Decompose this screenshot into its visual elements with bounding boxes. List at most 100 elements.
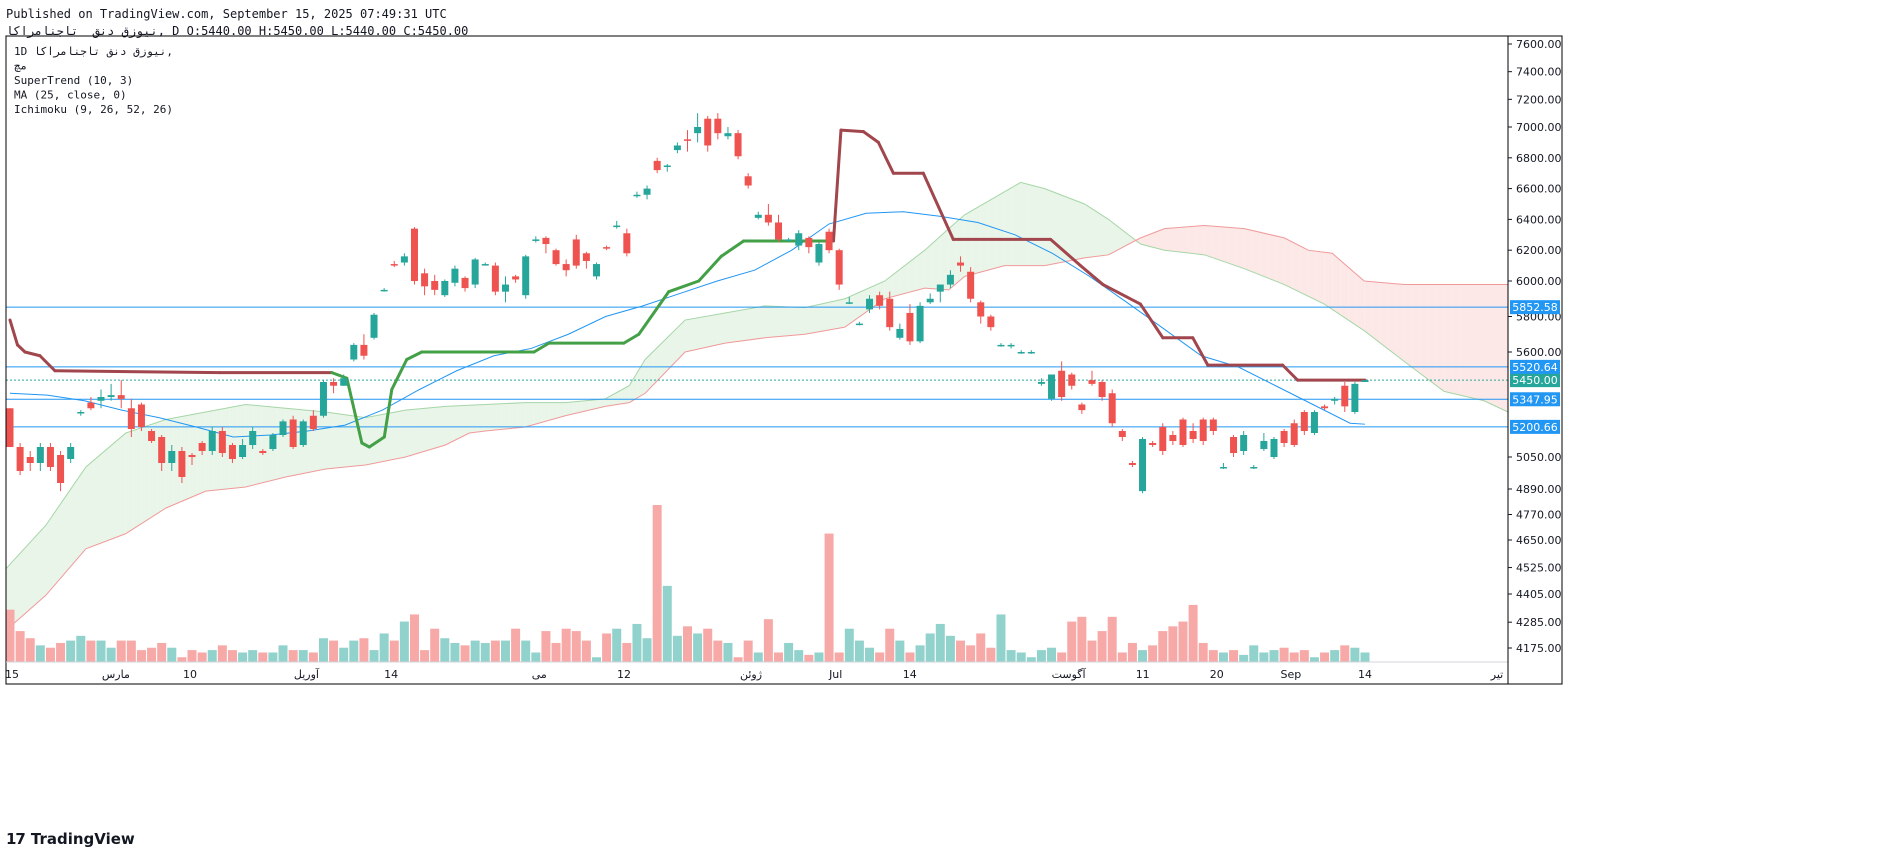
x-tick-label: آگوست [1052,667,1087,681]
candle [340,374,348,386]
cloud-slice [1364,281,1373,337]
cloud-slice [517,402,526,428]
candle-body [603,247,611,249]
volume-bar [1117,652,1127,662]
candle [734,130,742,160]
volume-bar [1218,652,1228,662]
cloud-slice [1492,284,1501,409]
candle [775,214,783,243]
volume-bar [581,640,591,662]
cloud-slice [341,414,350,468]
volume-bar [1330,650,1340,662]
candle-body [340,378,348,386]
candle-body [633,194,641,197]
supertrend-segment [53,369,222,375]
cloud-slice [21,542,30,617]
volume-bar [430,628,440,662]
candle [57,451,65,492]
candle-body [673,145,681,151]
candle-body [866,298,874,310]
candle-body [380,289,388,292]
cloud-slice [780,306,789,337]
cloud-slice [253,405,262,485]
volume-bar [197,652,207,662]
cloud-slice [988,196,997,270]
supertrend-segment [1191,336,1210,367]
cloud-slice [677,320,686,361]
cloud-slice [549,402,558,421]
y-tick-label: 6400.00 [1516,213,1562,226]
candle [46,443,54,471]
volume-bar [693,633,703,662]
volume-bar [96,640,106,662]
cloud-slice [820,302,829,332]
volume-bar [258,652,268,662]
candle-body [400,256,408,263]
supertrend-segment [1281,363,1300,382]
supertrend-segment [719,239,746,258]
volume-bar [167,647,177,662]
cloud-slice [940,228,949,290]
candle [562,259,570,277]
volume-bar [15,631,25,662]
candle-body [512,276,520,280]
supertrend-segment [637,290,671,336]
volume-bar [76,635,86,662]
candle [77,410,85,416]
candle [178,447,186,483]
candle-body [289,419,297,447]
candle [1189,423,1197,443]
legend-supertrend: SuperTrend (10, 3) [14,74,133,87]
price-level-tag [1510,392,1560,407]
candle-body [744,176,752,186]
volume-bar [318,638,328,662]
cloud-slice [1420,284,1429,380]
candle [228,443,236,463]
candle [107,383,115,401]
candle-body [734,133,742,157]
published-line: Published on TradingView.com, September … [6,7,447,21]
candle-body [461,277,469,289]
candle-body [1027,352,1035,354]
volume-bars [5,505,1370,662]
candle-body [542,237,550,245]
volume-bar [35,645,45,662]
cloud-slice [1156,228,1165,251]
candle [269,433,277,451]
cloud-slice [685,318,694,352]
supertrend-segment [345,376,364,445]
volume-bar [571,631,581,662]
volume-bar [56,642,66,662]
cloud-slice [589,399,598,411]
cloud-slice [37,525,46,603]
candle-body [117,395,125,399]
cloud-slice [1276,236,1285,285]
cloud-slice [397,410,406,459]
volume-bar [1168,626,1178,662]
candle [522,254,530,299]
candle-body [582,253,590,261]
y-tick-label: 4405.00 [1516,588,1562,601]
cloud-slice [733,310,742,343]
candle [997,343,1005,347]
supertrend-segment [876,140,895,175]
tradingview-logo[interactable]: ⁠17 TradingView [6,830,135,848]
candle [259,449,267,455]
candle-body [1351,383,1359,412]
supertrend-segment [38,354,57,373]
cloud-slice [741,308,750,341]
volume-bar [1087,640,1097,662]
x-tick-label: 12 [617,668,631,681]
volume-bar [1249,645,1259,662]
candle-body [269,435,277,449]
price-level-tag [1510,300,1560,315]
candle [835,248,843,290]
cloud-slice [101,446,110,543]
cloud-slice [61,489,70,577]
volume-bar [1127,642,1137,662]
candle-body [1230,437,1238,453]
candle-body [855,323,863,326]
volume-bar [409,614,419,662]
